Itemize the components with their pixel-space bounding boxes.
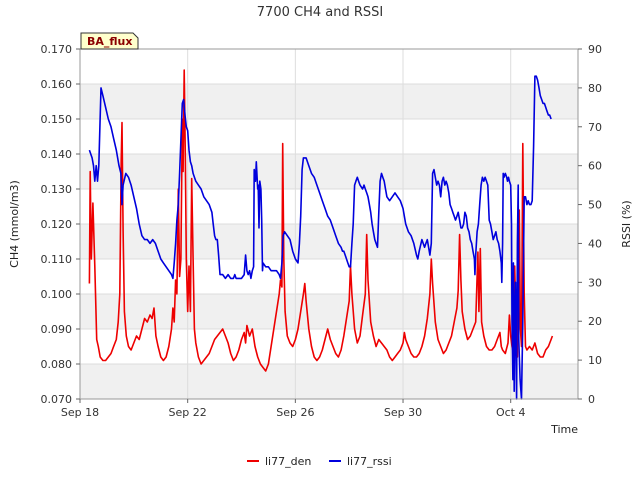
chart-title: 7700 CH4 and RSSI [257,5,383,20]
legend: li77_den li77_rssi [247,455,392,468]
y-tick-label-6: 0.130 [41,183,73,196]
badge-label: BA_flux [87,35,132,48]
y2-tick-label-0: 0 [588,393,595,406]
y-tick-label-5: 0.120 [41,218,73,231]
band-8 [80,84,578,119]
y-tick-label-1: 0.080 [41,358,73,371]
y-tick-label-8: 0.150 [41,113,73,126]
legend-label-li77-rssi: li77_rssi [347,455,392,468]
y2-tick-label-3: 30 [588,276,602,289]
y-tick-label-10: 0.170 [41,43,73,56]
series-line-li77-den [88,69,554,372]
x-tick-label-3: Sep 30 [384,406,422,419]
y2-tick-label-4: 40 [588,237,602,250]
y-tick-label-9: 0.160 [41,78,73,91]
y-tick-label-0: 0.070 [41,393,73,406]
y2-axis-title: RSSI (%) [620,200,633,247]
band-4 [80,224,578,259]
badge-shape [80,32,139,50]
y2-tick-label-7: 70 [588,121,602,134]
right-axis-ticks: 0 10 20 30 40 50 60 70 80 90 [578,43,602,406]
y2-tick-label-6: 60 [588,160,602,173]
y2-tick-label-1: 10 [588,354,602,367]
badge: BA_flux [80,32,139,50]
series-layer [88,69,554,400]
horizontal-gridlines [80,48,578,400]
y2-tick-label-2: 20 [588,315,602,328]
y-tick-label-3: 0.100 [41,288,73,301]
series-line-li77-rssi [88,75,552,400]
x-tick-label-4: Oct 4 [496,406,526,419]
y-tick-label-2: 0.090 [41,323,73,336]
band-0 [80,364,578,399]
y2-tick-label-8: 80 [588,82,602,95]
y-tick-label-4: 0.110 [41,253,73,266]
band-2 [80,294,578,329]
y2-tick-label-9: 90 [588,43,602,56]
y-axis-title: CH4 (mmol/m3) [8,180,21,268]
x-tick-label-2: Sep 26 [276,406,314,419]
background-bands [80,84,578,399]
x-tick-label-0: Sep 18 [61,406,99,419]
x-tick-label-1: Sep 22 [169,406,207,419]
y2-tick-label-5: 50 [588,199,602,212]
left-axis-ticks: 0.070 0.080 0.090 0.100 0.110 0.120 0.130 0.140… [41,43,80,406]
x-axis-title: Time [550,423,578,436]
x-axis-ticks: Sep 18 Sep 22 Sep 26 Sep 30 Oct 4 [61,399,526,419]
band-6 [80,154,578,189]
y-tick-label-7: 0.140 [41,148,73,161]
legend-label-li77-den: li77_den [265,455,311,468]
